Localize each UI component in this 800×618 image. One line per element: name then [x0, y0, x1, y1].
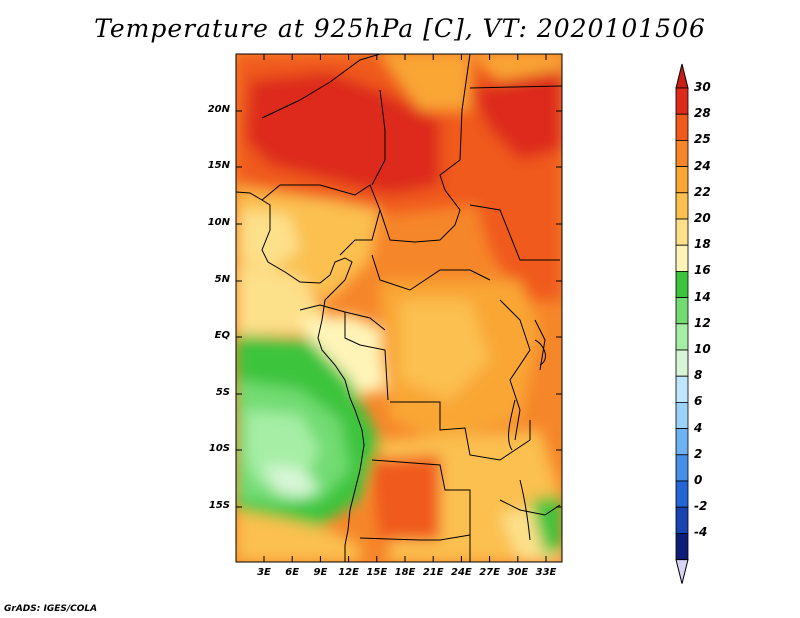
- temperature-field: [236, 54, 562, 562]
- lat-label: 20N: [207, 104, 230, 115]
- colorbar-label: 0: [694, 473, 703, 487]
- lon-label: 9E: [313, 567, 328, 578]
- colorbar-swatch: [675, 87, 689, 115]
- lat-label: 5S: [215, 387, 230, 398]
- colorbar-label: 30: [694, 80, 711, 94]
- colorbar-swatch: [675, 113, 689, 141]
- lat-label: EQ: [214, 330, 230, 341]
- colorbar-swatch: [675, 533, 689, 561]
- colorbar-label: 24: [694, 158, 711, 173]
- colorbar-label: 8: [694, 368, 703, 383]
- lat-label: 15S: [208, 500, 230, 511]
- colorbar-top-arrow: [675, 63, 689, 89]
- lat-label: 15N: [207, 160, 230, 171]
- colorbar-swatch: [675, 506, 689, 534]
- colorbar-label: -2: [694, 499, 708, 514]
- lon-label: 21E: [422, 567, 444, 578]
- colorbar-swatch: [675, 192, 689, 220]
- colorbar-label: 14: [694, 289, 711, 304]
- colorbar-swatch: [675, 244, 689, 272]
- map-frame: [235, 53, 563, 563]
- colorbar-swatch: [675, 218, 689, 246]
- lon-label: 30E: [507, 567, 529, 578]
- colorbar-label: 18: [694, 237, 711, 252]
- colorbar-swatch: [675, 297, 689, 325]
- footer-credit: GrADS: IGES/COLA: [4, 604, 98, 614]
- colorbar-swatch: [675, 349, 689, 377]
- lat-label: 10N: [207, 217, 230, 228]
- lon-label: 27E: [479, 567, 500, 578]
- lon-label: 6E: [285, 567, 300, 578]
- lon-label: 33E: [535, 567, 557, 578]
- lon-label: 15E: [366, 567, 388, 578]
- colorbar-swatch: [675, 166, 689, 194]
- colorbar-label: 20: [694, 211, 711, 225]
- colorbar-label: 28: [694, 106, 711, 121]
- colorbar-swatch: [675, 323, 689, 351]
- colorbar-bottom-arrow: [675, 559, 689, 584]
- colorbar-swatch: [675, 401, 689, 429]
- colorbar-swatch: [675, 480, 689, 508]
- colorbar-label: 16: [694, 263, 711, 278]
- lon-label: 18E: [394, 567, 416, 578]
- lon-label: 24E: [451, 567, 472, 578]
- colorbar-swatch: [675, 454, 689, 482]
- colorbar-label: 22: [694, 184, 711, 199]
- colorbar-swatch: [675, 375, 689, 403]
- map-title: Temperature at 925hPa [C], VT: 202010150…: [94, 14, 706, 43]
- colorbar-label: 10: [694, 342, 711, 356]
- lat-label: 10S: [208, 443, 230, 454]
- colorbar-label: 25: [694, 132, 711, 147]
- colorbar-label: 2: [694, 446, 703, 461]
- colorbar-label: 6: [694, 394, 703, 409]
- lon-label: 3E: [257, 567, 271, 578]
- colorbar: [675, 63, 689, 584]
- lat-label: 5N: [214, 274, 230, 285]
- colorbar-swatch: [675, 428, 689, 456]
- lon-label: 12E: [338, 567, 359, 578]
- colorbar-label: -4: [694, 525, 708, 540]
- colorbar-label: 4: [694, 420, 703, 435]
- colorbar-swatch: [675, 139, 689, 167]
- colorbar-label: 12: [694, 315, 711, 330]
- colorbar-swatch: [675, 270, 689, 298]
